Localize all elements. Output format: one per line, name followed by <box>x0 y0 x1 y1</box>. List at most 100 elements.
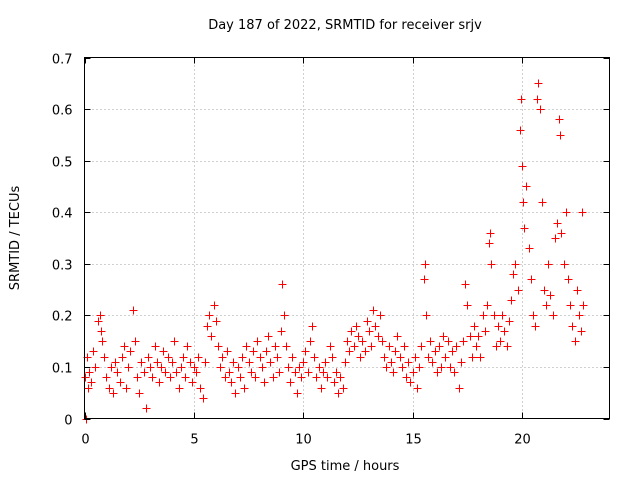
data-point <box>199 394 208 403</box>
axis-ticks: 0 0.1 0.2 0.3 0.4 0.5 0.6 0.7 0 5 10 15 20 <box>52 53 610 448</box>
data-point <box>490 311 499 320</box>
data-point <box>481 327 490 336</box>
data-point <box>144 353 153 362</box>
data-point <box>323 373 332 382</box>
data-point <box>275 368 284 377</box>
data-point <box>531 322 540 331</box>
data-point <box>527 275 536 284</box>
data-point <box>529 311 538 320</box>
data-point <box>578 208 587 217</box>
data-point <box>363 317 372 326</box>
data-point <box>409 368 418 377</box>
data-point <box>330 378 339 387</box>
data-point <box>352 322 361 331</box>
data-point <box>299 358 308 367</box>
data-point <box>231 389 240 398</box>
data-point <box>387 358 396 367</box>
data-point <box>577 327 586 336</box>
data-point <box>85 368 94 377</box>
data-point <box>356 353 365 362</box>
data-point <box>170 337 179 346</box>
grid <box>84 57 610 419</box>
data-point <box>494 322 503 331</box>
data-point <box>415 363 424 372</box>
x-tick-label: 10 <box>295 433 312 448</box>
data-point <box>437 363 446 372</box>
data-point <box>89 347 98 356</box>
x-tick-label: 15 <box>405 433 422 448</box>
data-point <box>319 368 328 377</box>
data-point <box>389 368 398 377</box>
data-point <box>441 353 450 362</box>
data-point <box>124 363 133 372</box>
data-point <box>207 332 216 341</box>
data-point <box>367 342 376 351</box>
data-point <box>534 79 543 88</box>
data-point <box>225 368 234 377</box>
data-point <box>96 311 105 320</box>
data-point <box>280 311 289 320</box>
data-point <box>317 384 326 393</box>
data-point <box>503 342 512 351</box>
data-point <box>183 342 192 351</box>
data-point <box>439 332 448 341</box>
data-point <box>153 358 162 367</box>
data-point <box>402 373 411 382</box>
data-point <box>556 131 565 140</box>
data-point <box>385 342 394 351</box>
data-point <box>341 358 350 367</box>
data-point <box>288 353 297 362</box>
data-point <box>210 301 219 310</box>
data-point <box>168 358 177 367</box>
data-point <box>339 384 348 393</box>
data-point <box>486 229 495 238</box>
data-point <box>417 342 426 351</box>
y-tick-label: 0.7 <box>52 53 73 68</box>
data-point <box>247 368 256 377</box>
data-point <box>487 260 496 269</box>
y-tick-label: 0.3 <box>52 259 73 274</box>
data-point <box>509 270 518 279</box>
data-point <box>253 337 262 346</box>
data-point <box>120 342 129 351</box>
data-point <box>378 337 387 346</box>
data-point <box>334 389 343 398</box>
data-point <box>476 353 485 362</box>
data-point <box>164 353 173 362</box>
data-point <box>564 275 573 284</box>
data-point <box>474 332 483 341</box>
data-point <box>516 126 525 135</box>
data-point <box>291 368 300 377</box>
data-point <box>159 347 168 356</box>
data-point <box>107 363 116 372</box>
data-point <box>549 311 558 320</box>
data-point <box>126 347 135 356</box>
x-tick-label: 20 <box>514 433 531 448</box>
data-point <box>533 95 542 104</box>
data-point <box>84 384 93 393</box>
data-point <box>214 342 223 351</box>
data-point <box>345 347 354 356</box>
data-point <box>188 378 197 387</box>
data-point <box>151 342 160 351</box>
chart-title: Day 187 of 2022, SRMTID for receiver srj… <box>208 18 482 33</box>
data-point <box>190 363 199 372</box>
data-point <box>97 327 106 336</box>
data-point <box>234 363 243 372</box>
data-point <box>186 358 195 367</box>
data-point <box>461 280 470 289</box>
data-point <box>282 342 291 351</box>
data-point <box>332 368 341 377</box>
data-point <box>306 337 315 346</box>
data-point <box>137 358 146 367</box>
data-point <box>466 332 475 341</box>
data-point <box>538 198 547 207</box>
data-point <box>452 342 461 351</box>
data-point <box>328 353 337 362</box>
plot-frame <box>84 57 610 419</box>
data-point <box>238 353 247 362</box>
data-point <box>350 342 359 351</box>
data-point <box>192 368 201 377</box>
data-point <box>336 373 345 382</box>
data-point <box>286 378 295 387</box>
